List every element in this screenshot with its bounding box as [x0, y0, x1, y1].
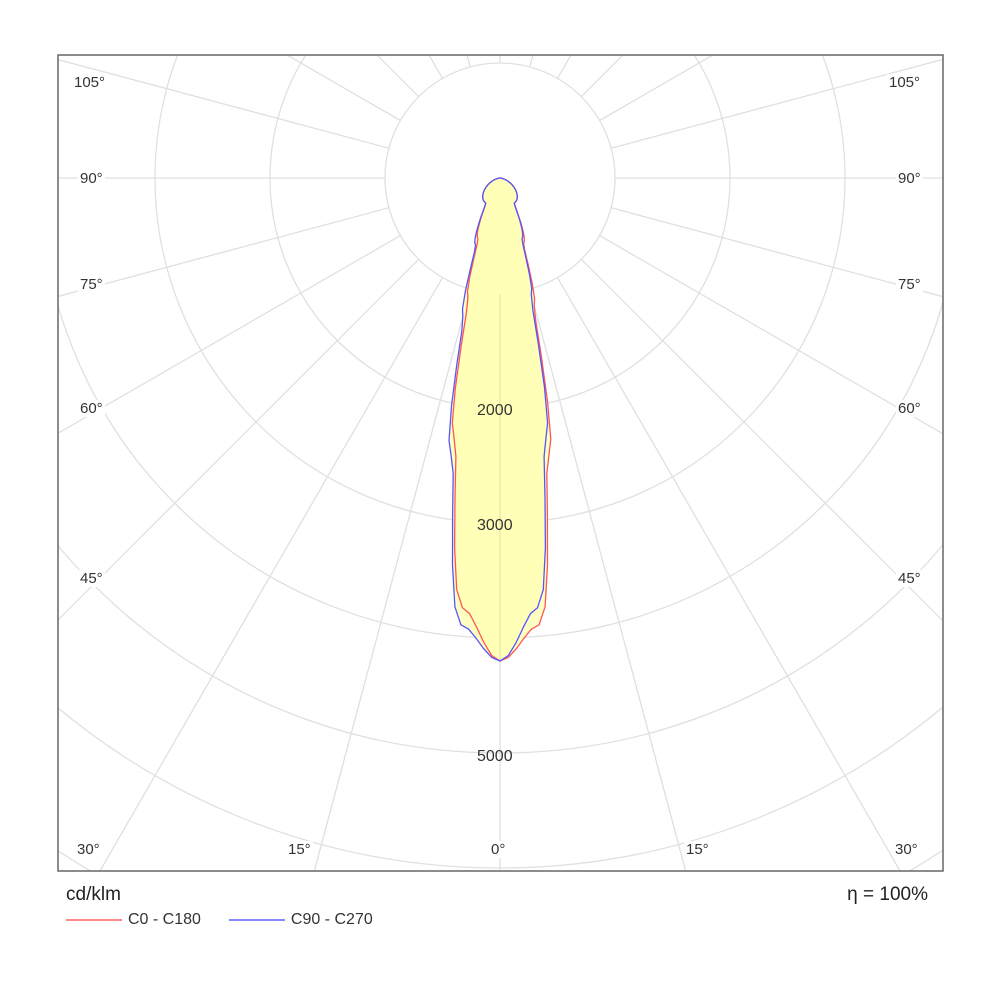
- grid-spoke: [428, 55, 444, 79]
- grid-spoke: [580, 55, 624, 98]
- angle-label-left: 90°: [78, 170, 105, 187]
- grid-spoke: [58, 258, 420, 621]
- angle-label-bottom: 30°: [75, 841, 102, 858]
- angle-label-right: 45°: [896, 570, 923, 587]
- angle-label-bottom: 15°: [286, 841, 313, 858]
- legend-item-c0-c180: C0 - C180: [66, 911, 201, 929]
- legend: C0 - C180 C90 - C270: [66, 910, 401, 930]
- radial-value-label: 2000: [477, 402, 513, 419]
- angle-label-bottom: 30°: [893, 841, 920, 858]
- grid-spoke: [599, 234, 943, 435]
- unit-label: cd/klm: [66, 884, 121, 905]
- angle-label-bottom: 0°: [489, 841, 508, 858]
- radial-value-label: 3000: [477, 517, 513, 534]
- grid-spoke: [313, 288, 471, 871]
- angle-label-left: 45°: [78, 570, 105, 587]
- grid-spoke: [610, 58, 943, 149]
- grid-spoke: [529, 288, 687, 871]
- radial-value-label: 5000: [477, 748, 513, 765]
- legend-item-c90-c270: C90 - C270: [228, 911, 373, 929]
- angle-label-left: 105°: [72, 74, 108, 91]
- grid-spoke: [610, 207, 943, 298]
- angle-label-bottom: 15°: [684, 841, 711, 858]
- grid-spoke: [58, 207, 390, 298]
- angle-label-right: 60°: [896, 400, 923, 417]
- angle-label-right: 75°: [896, 276, 923, 293]
- legend-line-blue-icon: [228, 919, 285, 921]
- angle-label-right: 105°: [887, 74, 923, 91]
- grid-spoke: [58, 234, 401, 434]
- curve-c90-c270: [448, 177, 549, 662]
- grid-spoke: [580, 258, 943, 622]
- grid-spoke: [556, 55, 572, 79]
- chart-frame: [57, 54, 944, 872]
- grid-spoke: [58, 58, 390, 149]
- legend-label: C0 - C180: [128, 911, 201, 928]
- grid-spoke: [556, 277, 901, 871]
- angle-label-left: 60°: [78, 400, 105, 417]
- angle-label-right: 90°: [896, 170, 923, 187]
- legend-label: C90 - C270: [290, 911, 373, 928]
- legend-line-red-icon: [66, 919, 122, 921]
- grid-spoke: [99, 277, 444, 871]
- grid-spoke: [376, 55, 420, 98]
- efficiency-label: η = 100%: [847, 884, 928, 905]
- angle-label-left: 75°: [78, 276, 105, 293]
